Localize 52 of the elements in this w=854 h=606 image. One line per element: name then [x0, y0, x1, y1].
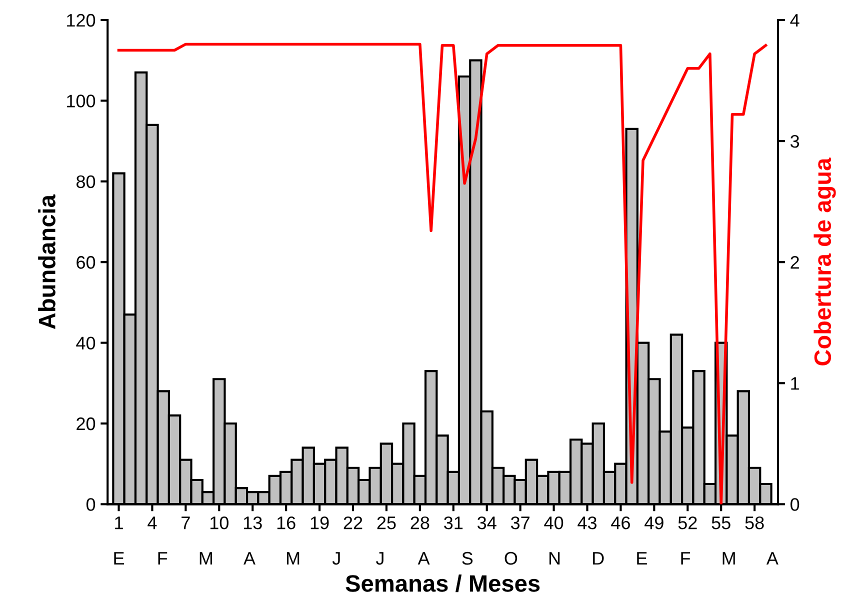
x-tick-label: 13 [244, 516, 262, 530]
y-tick-label: 40 [76, 336, 96, 350]
x-axis-title: Semanas / Meses [346, 574, 540, 592]
text: A [766, 552, 778, 565]
x-tick-label: 31 [444, 516, 463, 530]
x-tick-label: 40 [544, 516, 564, 530]
x-tick-label: 10 [210, 516, 228, 530]
text: M [722, 552, 735, 565]
x-tick-label: 52 [678, 516, 697, 530]
y2-tick-label: 1 [791, 377, 799, 390]
text: E [114, 552, 124, 565]
x-tick-label: 19 [310, 516, 329, 530]
x-tick-label: 4 [148, 516, 157, 530]
x-tick-label: 7 [182, 516, 190, 530]
y2-axis-title: Cobertura de agua [814, 158, 836, 366]
y2-tick-label: 3 [790, 134, 800, 148]
text: J [376, 552, 384, 565]
text: M [287, 552, 300, 565]
x-tick-label: 37 [510, 516, 530, 530]
x-tick-label: 34 [478, 516, 496, 530]
text: A [418, 552, 430, 565]
x-tick-label: 25 [377, 516, 396, 530]
x-tick-label: 49 [644, 516, 664, 530]
x-tick-label: 58 [745, 516, 764, 530]
text: D [593, 552, 604, 565]
text: M [200, 552, 212, 565]
text: N [549, 552, 560, 565]
line-series [117, 42, 768, 504]
y-tick-label: 0 [86, 498, 96, 511]
x-tick-label: 22 [344, 516, 362, 530]
y2-tick-label: 0 [790, 498, 800, 511]
y2-tick-label: 2 [790, 256, 799, 269]
x-tick-label: 16 [277, 516, 296, 530]
y-tick-label: 100 [67, 94, 96, 108]
text: A [244, 552, 256, 565]
x-tick-label: 46 [611, 516, 630, 530]
text: F [158, 552, 168, 565]
y-tick-label: 120 [67, 14, 96, 27]
y-tick-label: 60 [76, 256, 96, 269]
text: S [462, 552, 473, 565]
text: O [504, 552, 518, 565]
text: E [637, 552, 647, 565]
y-tick-label: 20 [76, 417, 96, 430]
y-axis-title: Abundancia [38, 194, 56, 330]
text: F [681, 552, 690, 565]
y2-tick-label: 4 [790, 14, 800, 27]
x-tick-label: 1 [115, 516, 123, 530]
text: J [332, 552, 340, 565]
x-tick-label: 55 [712, 516, 730, 530]
x-tick-label: 43 [578, 516, 596, 530]
y-tick-label: 80 [76, 175, 96, 188]
x-tick-label: 28 [410, 516, 430, 530]
